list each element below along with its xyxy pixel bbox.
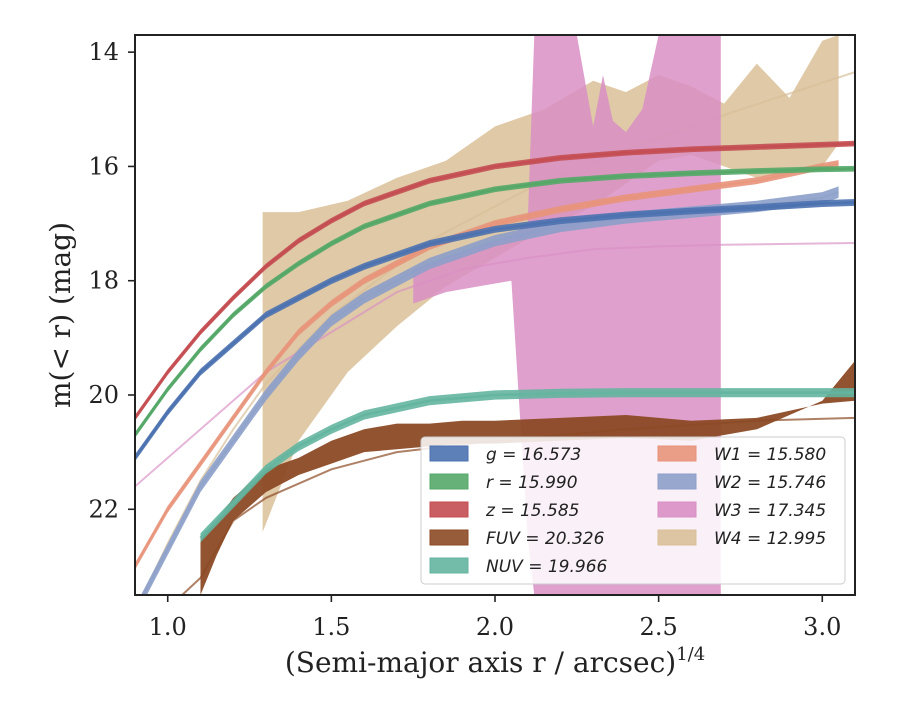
legend-item-z: z = 15.585: [429, 501, 579, 521]
legend-label: NUV = 19.966: [486, 557, 608, 577]
y-axis: 14 16 18 20 22: [88, 38, 135, 523]
legend-item-fuv: FUV = 20.326: [429, 529, 605, 549]
line-fuv: [180, 416, 855, 595]
legend-box: [420, 436, 846, 585]
x-tick-label: 3.0: [803, 613, 841, 641]
y-axis-label: m(< r) (mag): [44, 222, 77, 408]
y-tick-label: 16: [88, 152, 119, 180]
legend-item-nuv: NUV = 19.966: [429, 557, 608, 577]
legend-swatch: [657, 445, 697, 462]
x-axis-label: (Semi-major axis r / arcsec)1/4: [285, 644, 705, 679]
line-nuv: [199, 391, 855, 539]
legend-label: r = 15.990: [486, 473, 578, 493]
legend-label: W2 = 15.746: [714, 473, 826, 493]
x-tick-label: 1.5: [312, 613, 350, 641]
legend-label: z = 15.585: [485, 501, 579, 521]
series-g: [135, 199, 855, 462]
legend-swatch: [429, 529, 469, 546]
legend-swatch: [429, 557, 469, 574]
line-w3: [135, 242, 855, 488]
legend-swatch: [429, 473, 469, 490]
legend-item-w3: W3 = 17.345: [657, 501, 826, 521]
legend-label: W1 = 15.580: [714, 445, 826, 465]
legend-label: FUV = 20.326: [486, 529, 605, 549]
line-w1: [135, 162, 839, 567]
series-r: [135, 165, 855, 438]
legend-item-r: r = 15.990: [429, 473, 578, 493]
legend-item-w2: W2 = 15.746: [657, 473, 826, 493]
line-g: [135, 201, 855, 459]
line-r: [135, 167, 855, 436]
y-tick-label: 14: [88, 38, 119, 66]
x-axis: 1.0 1.5 2.0 2.5 3.0: [149, 595, 841, 641]
legend-item-g: g = 16.573: [429, 445, 581, 465]
y-tick-label: 20: [88, 381, 119, 409]
legend-label: W3 = 17.345: [714, 501, 826, 521]
legend-item-w4: W4 = 12.995: [657, 529, 826, 549]
legend-item-w1: W1 = 15.580: [657, 445, 826, 465]
legend: g = 16.573 W1 = 15.580 r = 15.990 W2 = 15.7…: [420, 436, 846, 585]
legend-label: W4 = 12.995: [714, 529, 826, 549]
legend-label: g = 16.573: [486, 445, 581, 465]
y-tick-label: 22: [88, 495, 119, 523]
legend-swatch: [657, 501, 697, 518]
legend-swatch: [657, 473, 697, 490]
series-nuv: [199, 388, 855, 543]
legend-swatch: [429, 445, 469, 462]
legend-swatch: [429, 501, 469, 518]
legend-swatch: [657, 529, 697, 546]
line-z: [135, 142, 855, 419]
x-tick-label: 2.5: [640, 613, 678, 641]
series-fuv: [180, 360, 855, 595]
y-tick-label: 18: [88, 267, 119, 295]
x-tick-label: 1.0: [149, 613, 187, 641]
series-w1: [135, 160, 839, 570]
x-tick-label: 2.0: [476, 613, 514, 641]
series-z: [135, 140, 855, 421]
